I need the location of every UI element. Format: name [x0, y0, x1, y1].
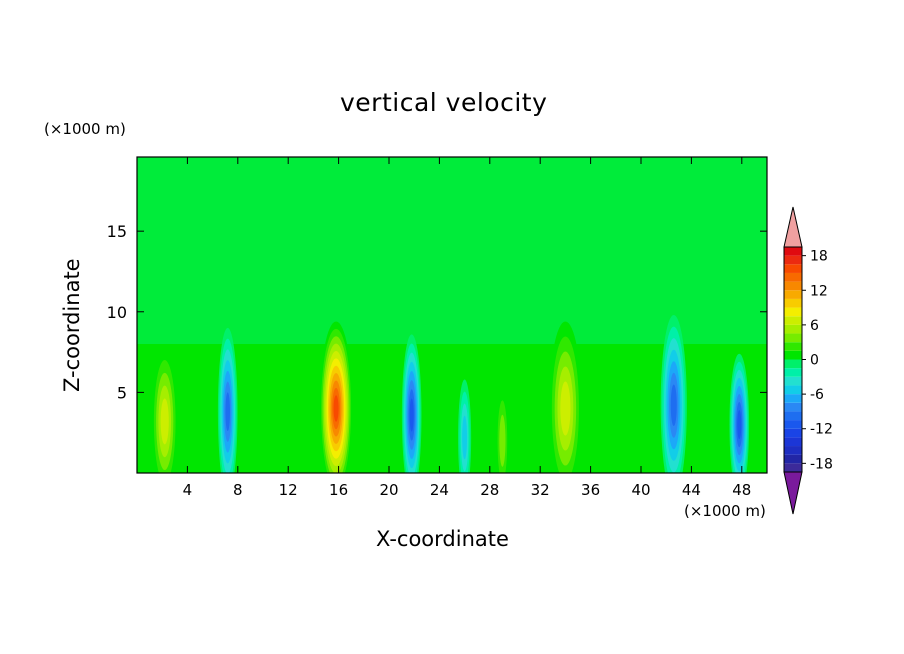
chart-title: vertical velocity — [340, 88, 548, 117]
colorbar-tick-label: -12 — [810, 422, 833, 438]
colorbar-segment — [784, 411, 802, 421]
colorbar-segment — [784, 454, 802, 464]
colorbar-segment — [784, 316, 802, 325]
x-tick-label: 28 — [480, 481, 499, 499]
colorbar-segment — [784, 446, 802, 455]
velocity-cell — [660, 315, 687, 473]
colorbar-segment — [784, 264, 802, 273]
colorbar-segment — [784, 376, 802, 386]
colorbar-tick-label: 0 — [810, 353, 819, 369]
colorbar-segment — [784, 307, 802, 317]
colorbar-segment — [784, 281, 802, 291]
velocity-cell — [319, 321, 353, 473]
contour-level — [409, 398, 414, 432]
contour-level — [670, 384, 677, 427]
velocity-cell — [729, 353, 750, 473]
colorbar-segment — [784, 385, 802, 395]
colorbar-tick-label: 6 — [810, 318, 819, 334]
colorbar-tick-label: -6 — [810, 387, 824, 403]
colorbar-extend-bottom — [783, 471, 803, 515]
x-tick-label: 36 — [581, 481, 600, 499]
x-tick-label: 4 — [183, 481, 193, 499]
x-tick-label: 20 — [379, 481, 398, 499]
colorbar-segment — [784, 394, 802, 403]
y-tick-label: 15 — [107, 222, 127, 241]
colorbar-segment — [784, 402, 802, 412]
field-upper-layer — [137, 157, 767, 345]
contour-level — [560, 381, 571, 436]
x-tick-label: 44 — [682, 481, 701, 499]
contour-level — [160, 398, 169, 445]
x-tick-label: 40 — [631, 481, 650, 499]
x-tick-label: 16 — [329, 481, 348, 499]
contour-level — [333, 395, 339, 422]
y-tick-label: 5 — [117, 383, 127, 402]
colorbar-segment — [784, 428, 802, 438]
colorbar-tick-label: 18 — [810, 249, 828, 265]
contour-level — [462, 415, 468, 460]
x-tick-label: 12 — [279, 481, 298, 499]
x-tick-label: 48 — [732, 481, 751, 499]
colorbar-segment — [784, 368, 802, 377]
colorbar-segment — [784, 342, 802, 351]
velocity-cell — [495, 385, 509, 473]
colorbar-segment — [784, 324, 802, 334]
colorbar-segment — [784, 350, 802, 360]
x-axis-label: X-coordinate — [376, 527, 509, 551]
colorbar-segment — [784, 272, 802, 282]
contour-level — [737, 410, 742, 440]
plot-frame — [136, 156, 768, 474]
y-tick-label: 10 — [107, 303, 127, 322]
x-axis-unit: (×1000 m) — [684, 502, 766, 520]
velocity-cell — [151, 347, 178, 473]
contour-level — [225, 392, 230, 432]
x-tick-label: 8 — [233, 481, 243, 499]
colorbar-tick-label: 12 — [810, 283, 828, 299]
velocity-cell — [217, 327, 238, 473]
colorbar-segment — [784, 255, 802, 265]
colorbar-segment — [784, 359, 802, 369]
colorbar-extend-top — [783, 206, 803, 248]
colorbar-tick-label: -18 — [810, 456, 833, 472]
colorbar-segment — [784, 420, 802, 429]
colorbar-segment — [784, 290, 802, 299]
velocity-cell — [549, 321, 582, 473]
colorbar-segment — [784, 437, 802, 447]
y-axis-unit: (×1000 m) — [44, 120, 126, 138]
colorbar-segment — [784, 247, 802, 256]
x-tick-label: 32 — [531, 481, 550, 499]
velocity-cell — [401, 334, 422, 473]
contour-level — [499, 414, 506, 467]
colorbar-segment — [784, 333, 802, 343]
x-tick-label: 24 — [430, 481, 449, 499]
colorbar-segment — [784, 463, 802, 472]
velocity-cell — [458, 379, 472, 473]
colorbar-segment — [784, 298, 802, 308]
